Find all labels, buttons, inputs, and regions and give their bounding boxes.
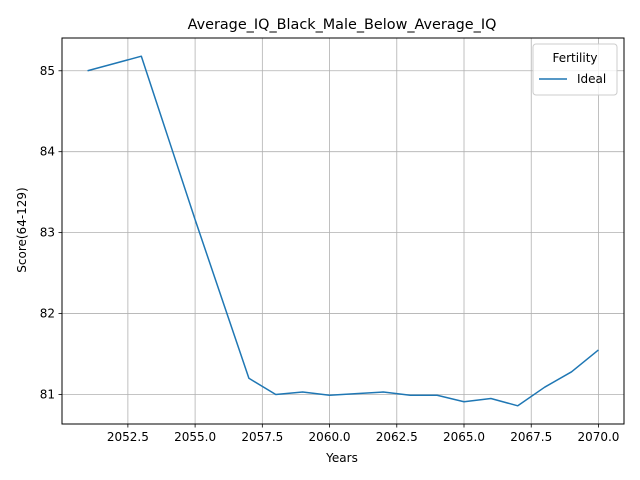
y-tick-label: 82 <box>40 307 55 321</box>
legend-title: Fertility <box>552 51 597 65</box>
legend: Fertility Ideal <box>533 44 617 95</box>
chart-title: Average_IQ_Black_Male_Below_Average_IQ <box>188 17 497 33</box>
y-tick-label: 83 <box>40 226 55 240</box>
x-tick-label: 2062.5 <box>376 430 418 444</box>
legend-label-ideal: Ideal <box>577 72 606 86</box>
x-axis-label: Years <box>325 451 358 465</box>
x-tick-label: 2052.5 <box>107 430 149 444</box>
x-tick-label: 2067.5 <box>510 430 552 444</box>
x-tick-label: 2065.0 <box>443 430 485 444</box>
y-tick-label: 81 <box>40 387 55 401</box>
x-tick-label: 2057.5 <box>241 430 283 444</box>
y-tick-label: 84 <box>40 145 55 159</box>
y-axis-label: Score(64-129) <box>15 187 29 272</box>
x-tick-label: 2055.0 <box>174 430 216 444</box>
y-tick-label: 85 <box>40 64 55 78</box>
x-tick-label: 2060.0 <box>309 430 351 444</box>
x-tick-label: 2070.0 <box>577 430 619 444</box>
